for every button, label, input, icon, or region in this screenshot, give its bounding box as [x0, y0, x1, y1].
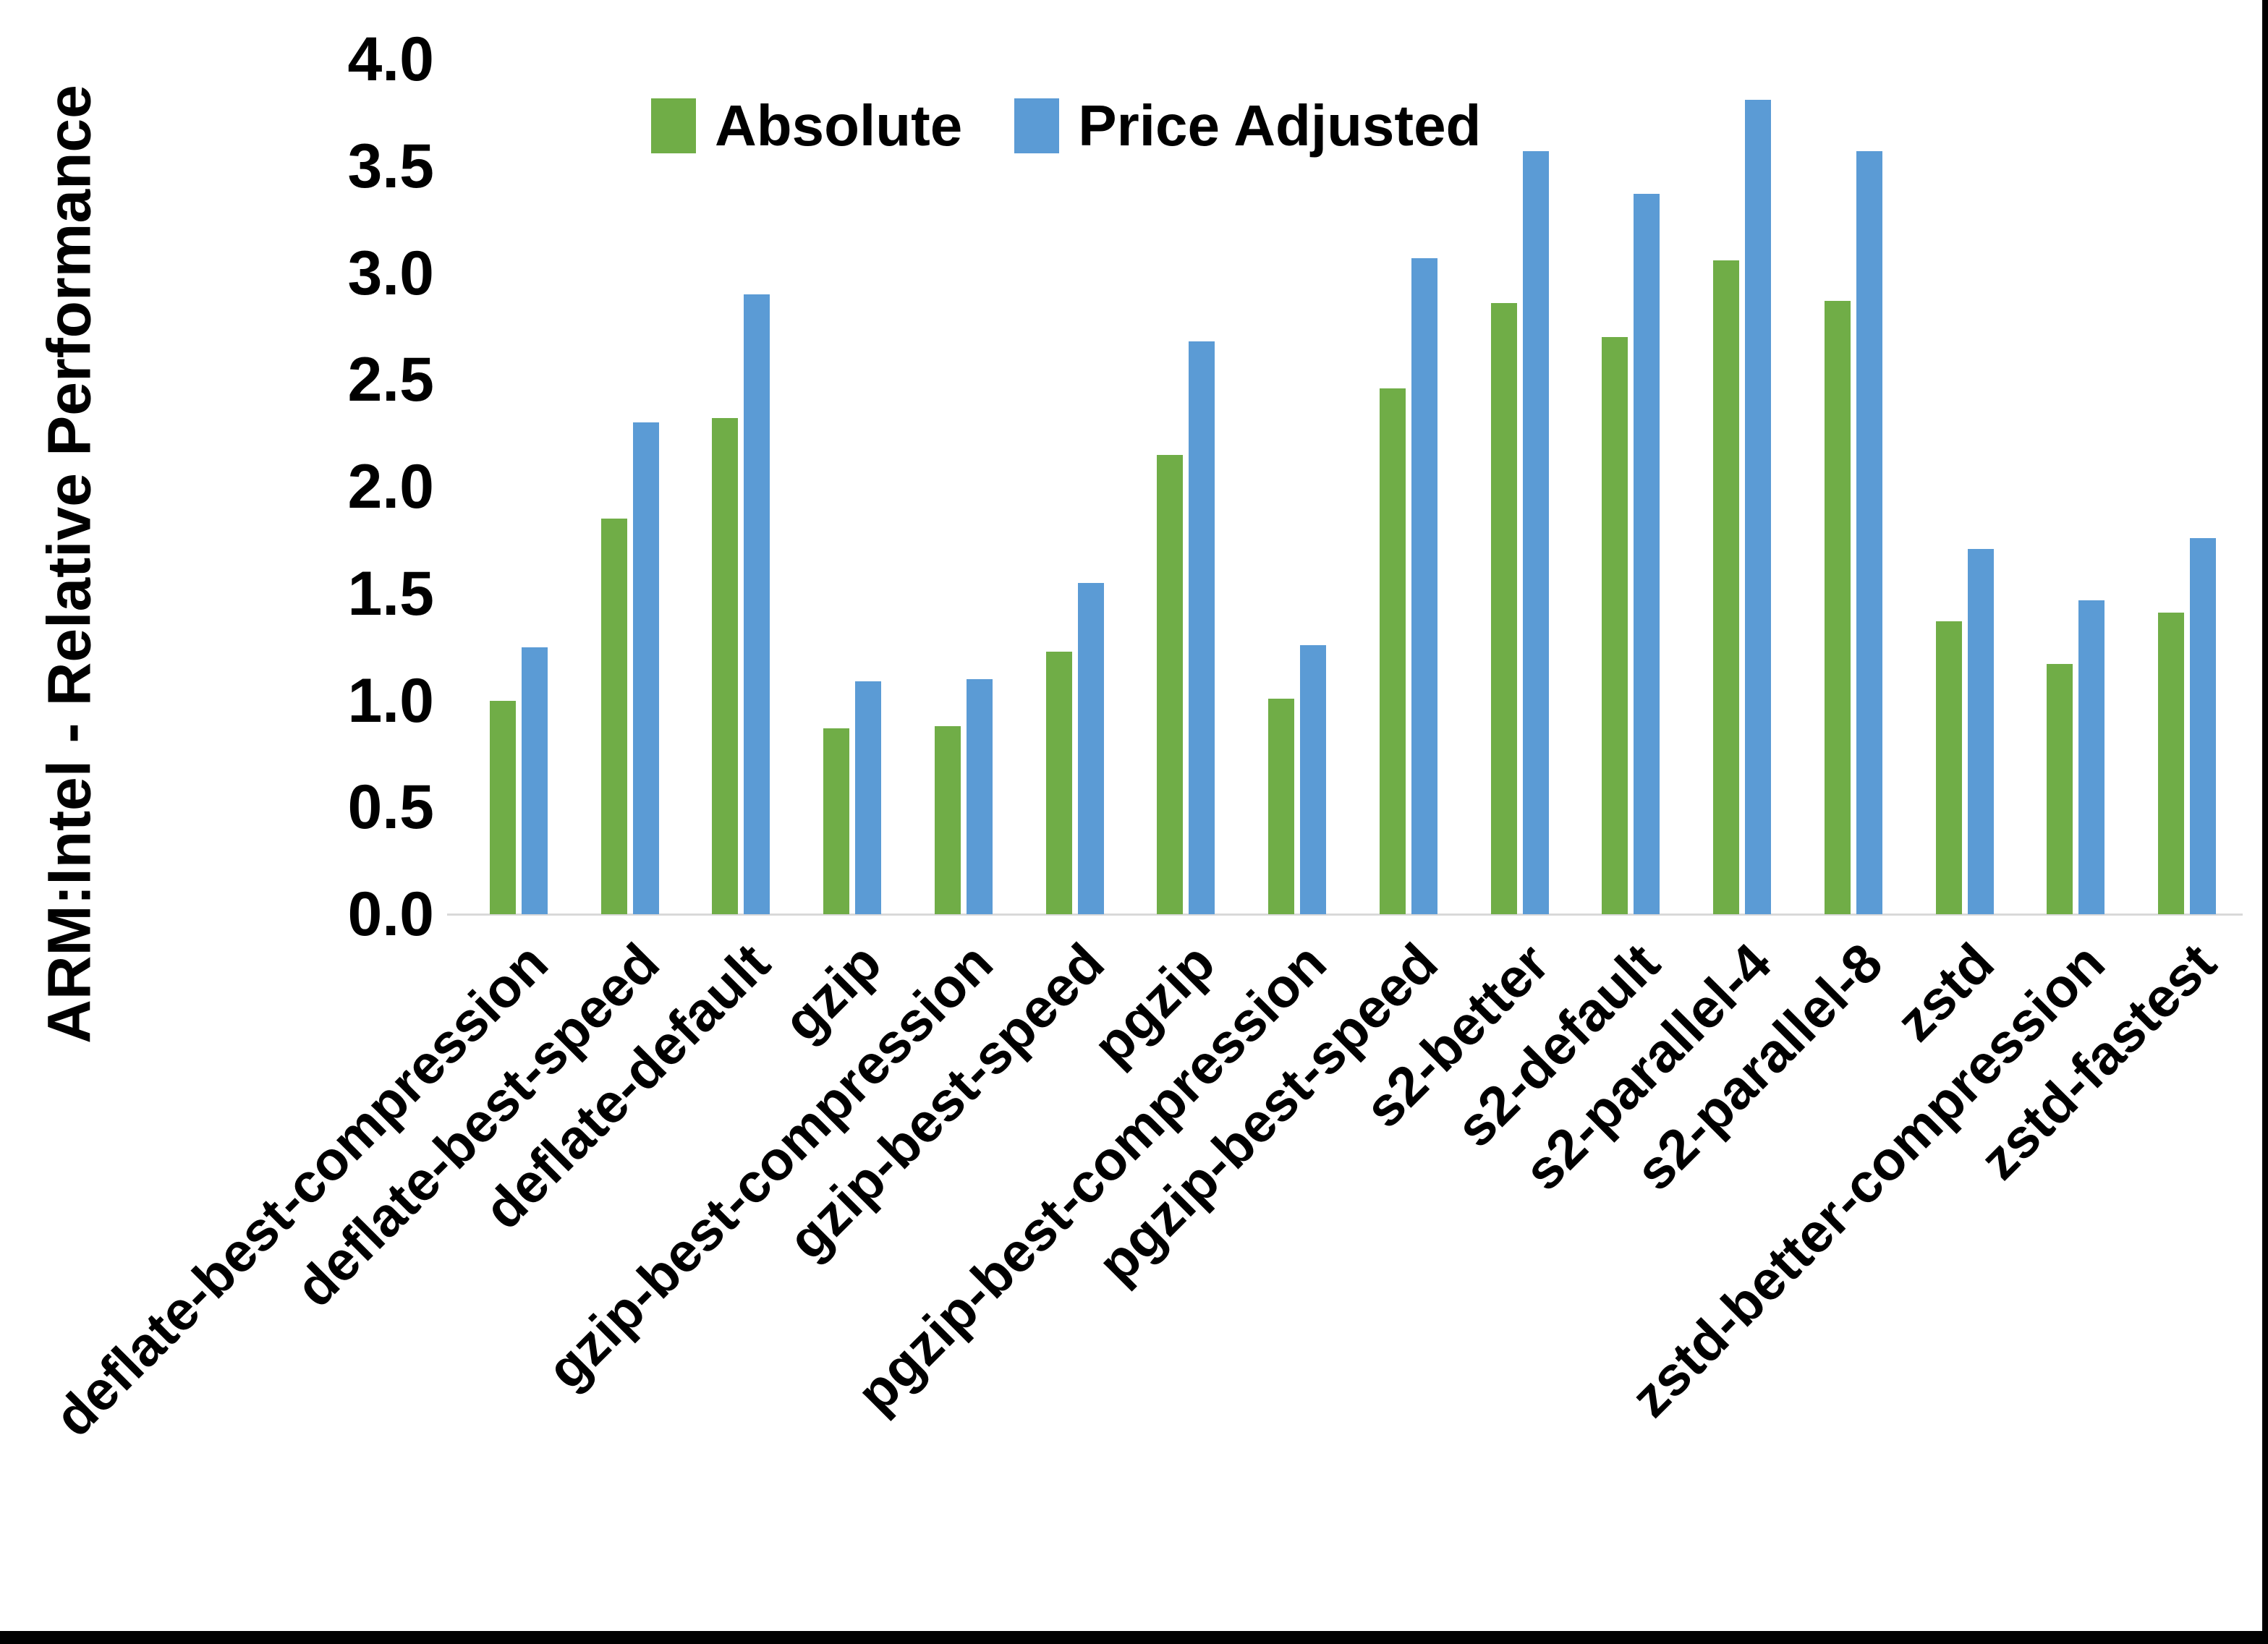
legend-label-absolute: Absolute — [715, 93, 963, 158]
bar-absolute-pgzip-best-compression — [1268, 698, 1295, 914]
bar-price-adjusted-gzip — [855, 681, 882, 914]
y-tick-label: 3.5 — [347, 131, 434, 201]
bar-absolute-s2-parallel-4 — [1713, 260, 1740, 914]
bar-absolute-zstd-fastest — [2158, 613, 2185, 914]
bar-absolute-deflate-default — [712, 418, 739, 914]
bar-price-adjusted-pgzip-best-compression — [1300, 644, 1327, 914]
bar-price-adjusted-s2-parallel-4 — [1745, 100, 1772, 914]
bar-absolute-s2-better — [1490, 302, 1517, 914]
bar-group-gzip — [797, 59, 908, 914]
y-tick-label: 0.5 — [347, 772, 434, 843]
bar-absolute-gzip — [823, 728, 850, 914]
bar-price-adjusted-pgzip — [1189, 341, 1215, 914]
bar-price-adjusted-s2-parallel-8 — [1856, 151, 1882, 914]
bar-price-adjusted-deflate-best-speed — [632, 422, 659, 914]
bar-absolute-pgzip-best-speed — [1379, 388, 1406, 914]
x-axis-labels: deflate-best-compression deflate-best-spe… — [43, 932, 2243, 1484]
bar-group-zstd-better-compression — [2021, 59, 2132, 914]
bar-group-pgzip-best-speed — [1353, 59, 1464, 914]
legend-item-absolute: Absolute — [651, 97, 962, 155]
bar-group-gzip-best-speed — [1019, 59, 1131, 914]
legend-swatch-absolute — [651, 98, 696, 153]
y-tick-label: 3.0 — [347, 238, 434, 308]
plot-area: Absolute Price Adjusted — [447, 59, 2243, 916]
bar-absolute-deflate-best-compression — [489, 700, 516, 914]
bar-price-adjusted-deflate-default — [744, 294, 770, 914]
bar-price-adjusted-zstd-fastest — [2190, 537, 2217, 914]
bar-absolute-zstd — [1935, 621, 1962, 914]
bar-price-adjusted-deflate-best-compression — [521, 647, 548, 914]
y-tick-label: 1.0 — [347, 665, 434, 736]
bar-price-adjusted-gzip-best-compression — [966, 678, 993, 914]
bar-absolute-s2-default — [1602, 337, 1628, 914]
bar-group-gzip-best-compression — [908, 59, 1019, 914]
bar-group-s2-default — [1576, 59, 1687, 914]
bar-absolute-gzip-best-speed — [1045, 651, 1072, 914]
bar-absolute-zstd-better-compression — [2047, 664, 2073, 914]
bar-group-zstd — [1909, 59, 2021, 914]
bar-price-adjusted-gzip-best-speed — [1077, 582, 1104, 914]
bar-group-deflate-best-speed — [574, 59, 686, 914]
bar-price-adjusted-s2-default — [1634, 194, 1660, 914]
bar-absolute-pgzip — [1157, 454, 1184, 914]
bar-group-zstd-fastest — [2131, 59, 2243, 914]
bar-group-deflate-default — [686, 59, 797, 914]
bar-price-adjusted-s2-better — [1522, 151, 1549, 914]
bar-price-adjusted-zstd — [1967, 548, 1994, 914]
y-tick-label: 4.0 — [347, 25, 434, 94]
bar-group-pgzip-best-compression — [1241, 59, 1353, 914]
legend-swatch-price-adjusted — [1014, 98, 1060, 153]
bar-group-s2-parallel-8 — [1798, 59, 1909, 914]
x-axis-line — [447, 913, 2243, 916]
y-tick-label: 2.5 — [347, 345, 434, 415]
bar-group-s2-better — [1464, 59, 1576, 914]
bar-group-pgzip — [1131, 59, 1242, 914]
y-tick-label: 1.5 — [347, 558, 434, 629]
bar-absolute-s2-parallel-8 — [1824, 300, 1851, 914]
bar-group-s2-parallel-4 — [1686, 59, 1798, 914]
x-label-zstd-fastest: zstd-fastest — [1968, 932, 2262, 1191]
legend-label-price-adjusted: Price Adjusted — [1078, 93, 1482, 158]
y-axis: 0.0 0.5 1.0 1.5 2.0 2.5 3.0 3.5 4.0 — [0, 28, 434, 945]
y-tick-label: 0.0 — [347, 880, 434, 949]
legend-item-price-adjusted: Price Adjusted — [1014, 97, 1481, 155]
legend: Absolute Price Adjusted — [651, 97, 1481, 155]
y-tick-label: 2.0 — [347, 452, 434, 521]
bar-absolute-gzip-best-compression — [934, 725, 961, 914]
bar-group-deflate-best-compression — [463, 59, 574, 914]
bar-price-adjusted-pgzip-best-speed — [1411, 257, 1437, 914]
bar-absolute-deflate-best-speed — [600, 519, 627, 914]
bar-price-adjusted-zstd-better-compression — [2078, 600, 2105, 914]
